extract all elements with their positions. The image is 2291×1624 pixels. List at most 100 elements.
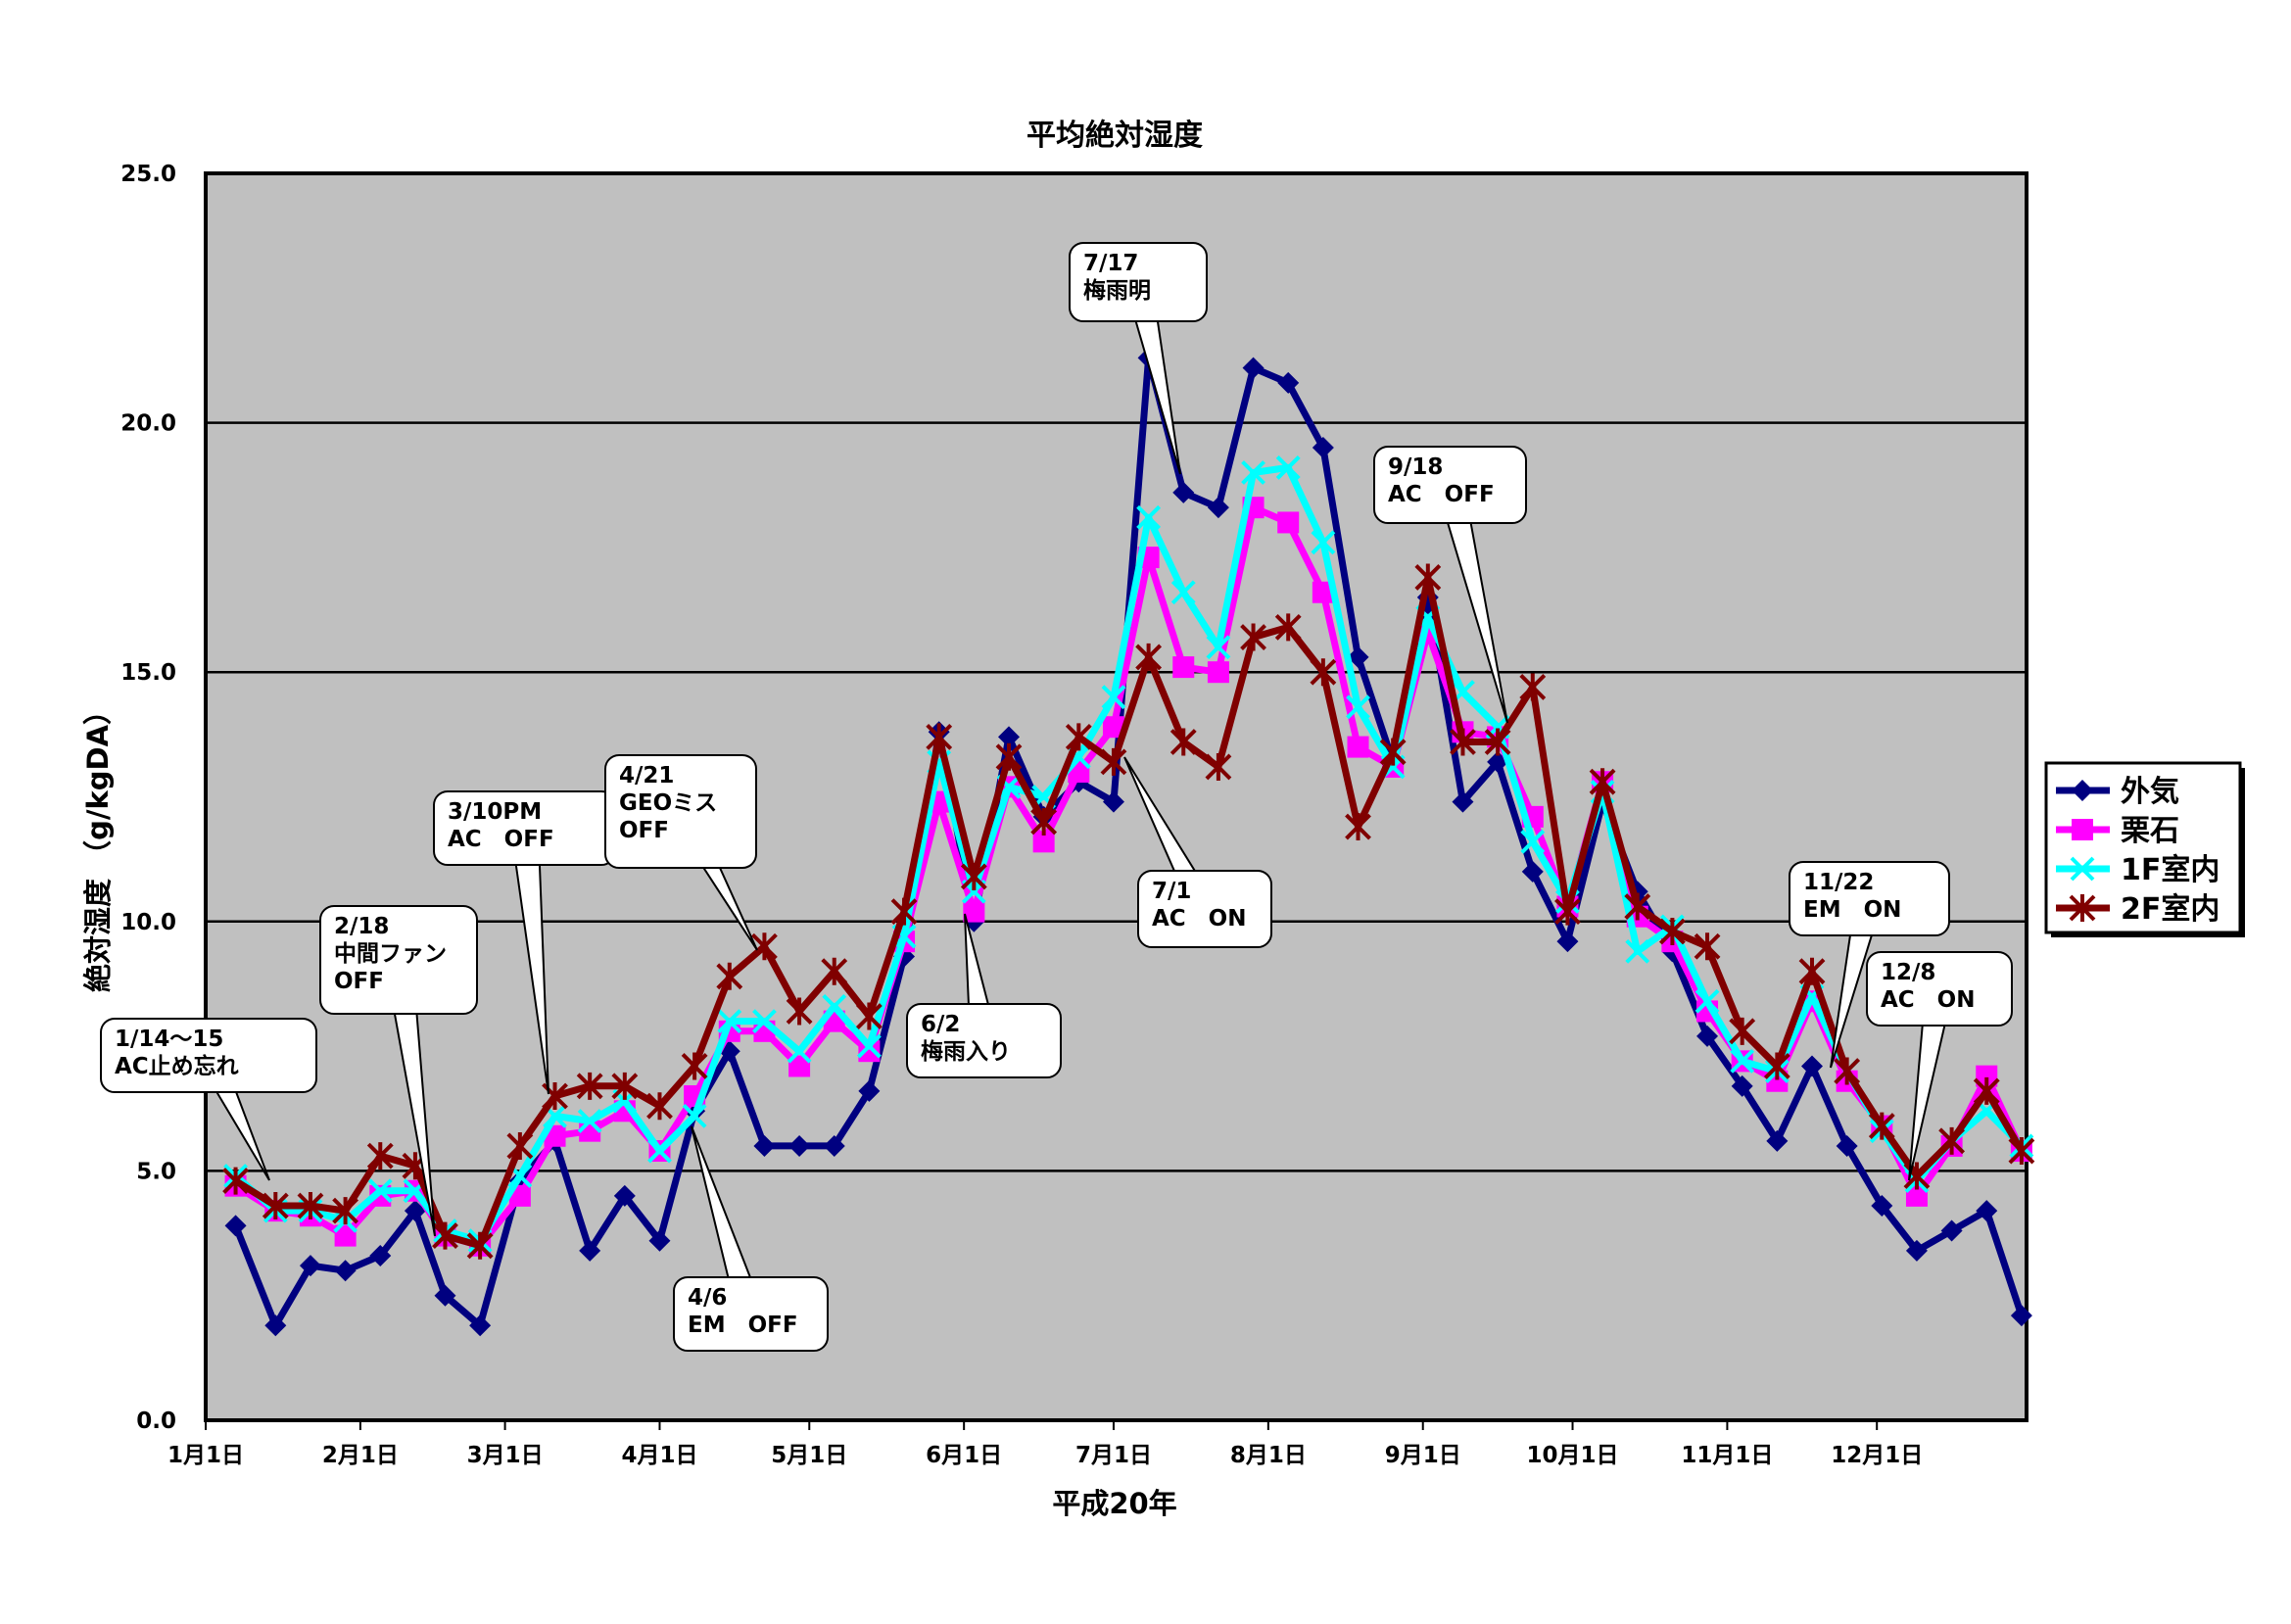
- data-point: [1207, 497, 1229, 519]
- data-point: [1346, 694, 1370, 720]
- callout-fill: [322, 908, 475, 1012]
- data-point: [823, 1134, 845, 1157]
- data-point: [367, 1178, 393, 1204]
- data-point: [963, 900, 985, 923]
- data-point: [1032, 831, 1055, 853]
- callout-fill: [103, 1021, 314, 1090]
- data-point: [1903, 1162, 1931, 1190]
- data-point: [434, 1284, 456, 1307]
- x-tick-label: 9月1日: [1385, 1443, 1461, 1468]
- y-axis-title: 絶対湿度 （g/kgDA）: [81, 696, 115, 992]
- data-point: [1484, 728, 1511, 756]
- data-point: [1450, 728, 1476, 756]
- callout-fill: [1376, 449, 1524, 521]
- data-point: [579, 1239, 601, 1262]
- callout-text-line: OFF: [619, 818, 669, 843]
- data-point: [1172, 656, 1195, 679]
- data-point: [2008, 1137, 2035, 1166]
- callout-text-line: 梅雨明: [1083, 277, 1151, 304]
- data-point: [1100, 747, 1127, 776]
- callout-text-line: AC止め忘れ: [115, 1053, 239, 1079]
- data-point: [1800, 1055, 1823, 1077]
- data-point: [1731, 1075, 1753, 1097]
- data-point: [1310, 658, 1337, 687]
- data-point: [1206, 635, 1231, 660]
- series-line: [233, 463, 2025, 1245]
- data-point: [369, 1244, 392, 1266]
- data-point: [682, 1103, 707, 1128]
- legend-label: 外気: [2121, 775, 2179, 809]
- data-point: [577, 1109, 602, 1133]
- series-line: [233, 574, 2025, 1250]
- data-point: [716, 962, 743, 990]
- data-point: [1207, 661, 1229, 684]
- data-point: [1274, 613, 1302, 642]
- data-point: [1694, 932, 1721, 961]
- data-point: [1275, 455, 1301, 480]
- x-tick-label: 5月1日: [771, 1443, 847, 1468]
- data-point: [1868, 1112, 1895, 1140]
- data-point: [1940, 1219, 1963, 1242]
- x-tick-label: 3月1日: [467, 1443, 544, 1468]
- data-point: [264, 1314, 287, 1337]
- data-point: [2069, 894, 2096, 922]
- x-tick-label: 4月1日: [621, 1443, 697, 1468]
- data-point: [855, 1002, 883, 1030]
- legend-label: 1F室内: [2121, 853, 2219, 887]
- data-point: [822, 993, 847, 1019]
- data-point: [788, 1055, 811, 1077]
- data-point: [1414, 563, 1442, 592]
- callout-text-line: EM ON: [1803, 897, 1901, 923]
- data-point: [926, 723, 953, 751]
- x-tick-label: 2月1日: [322, 1443, 399, 1468]
- annotation-callout: 7/1AC ON: [1123, 756, 1272, 948]
- data-point: [1521, 860, 1544, 883]
- data-point: [1135, 643, 1163, 671]
- y-tick-label: 20.0: [120, 411, 176, 437]
- data-point: [787, 1038, 812, 1064]
- legend-item: 外気: [2056, 775, 2179, 809]
- data-point: [1696, 1025, 1719, 1047]
- data-point: [1240, 623, 1266, 651]
- data-point: [1241, 460, 1265, 485]
- data-point: [1624, 892, 1651, 921]
- data-point: [1763, 1052, 1790, 1080]
- callout-text-line: AC ON: [1152, 906, 1246, 931]
- data-point: [613, 1184, 636, 1207]
- callout-text-line: 4/6: [688, 1285, 727, 1311]
- x-tick-label: 12月1日: [1831, 1443, 1923, 1468]
- callout-text-line: AC ON: [1881, 987, 1975, 1013]
- plot-border: [204, 171, 2028, 1422]
- data-point: [1625, 938, 1650, 964]
- data-point: [1312, 581, 1334, 603]
- data-point: [297, 1192, 324, 1220]
- data-point: [1836, 1134, 1858, 1157]
- data-point: [1312, 437, 1334, 459]
- data-point: [332, 1197, 359, 1225]
- data-point: [506, 1131, 534, 1160]
- callout-text-line: 2/18: [334, 914, 389, 939]
- callout-text-line: EM OFF: [688, 1313, 798, 1338]
- data-point: [997, 726, 1020, 748]
- annotation-callout: 4/6EM OFF: [673, 1125, 829, 1352]
- callout-text-line: 梅雨入り: [921, 1038, 1011, 1065]
- data-point: [752, 1009, 777, 1034]
- data-point: [576, 1072, 603, 1100]
- annotation-callout: 12/8AC ON: [1866, 951, 2013, 1181]
- data-point: [1102, 790, 1124, 813]
- data-point: [466, 1231, 494, 1260]
- data-point: [1694, 988, 1720, 1014]
- data-point: [1065, 723, 1092, 751]
- callout-fill: [607, 757, 754, 866]
- callout-text-line: 7/17: [1083, 251, 1138, 276]
- data-point: [786, 997, 813, 1026]
- data-point: [821, 957, 848, 985]
- data-point: [1556, 931, 1579, 953]
- data-point: [1347, 645, 1369, 668]
